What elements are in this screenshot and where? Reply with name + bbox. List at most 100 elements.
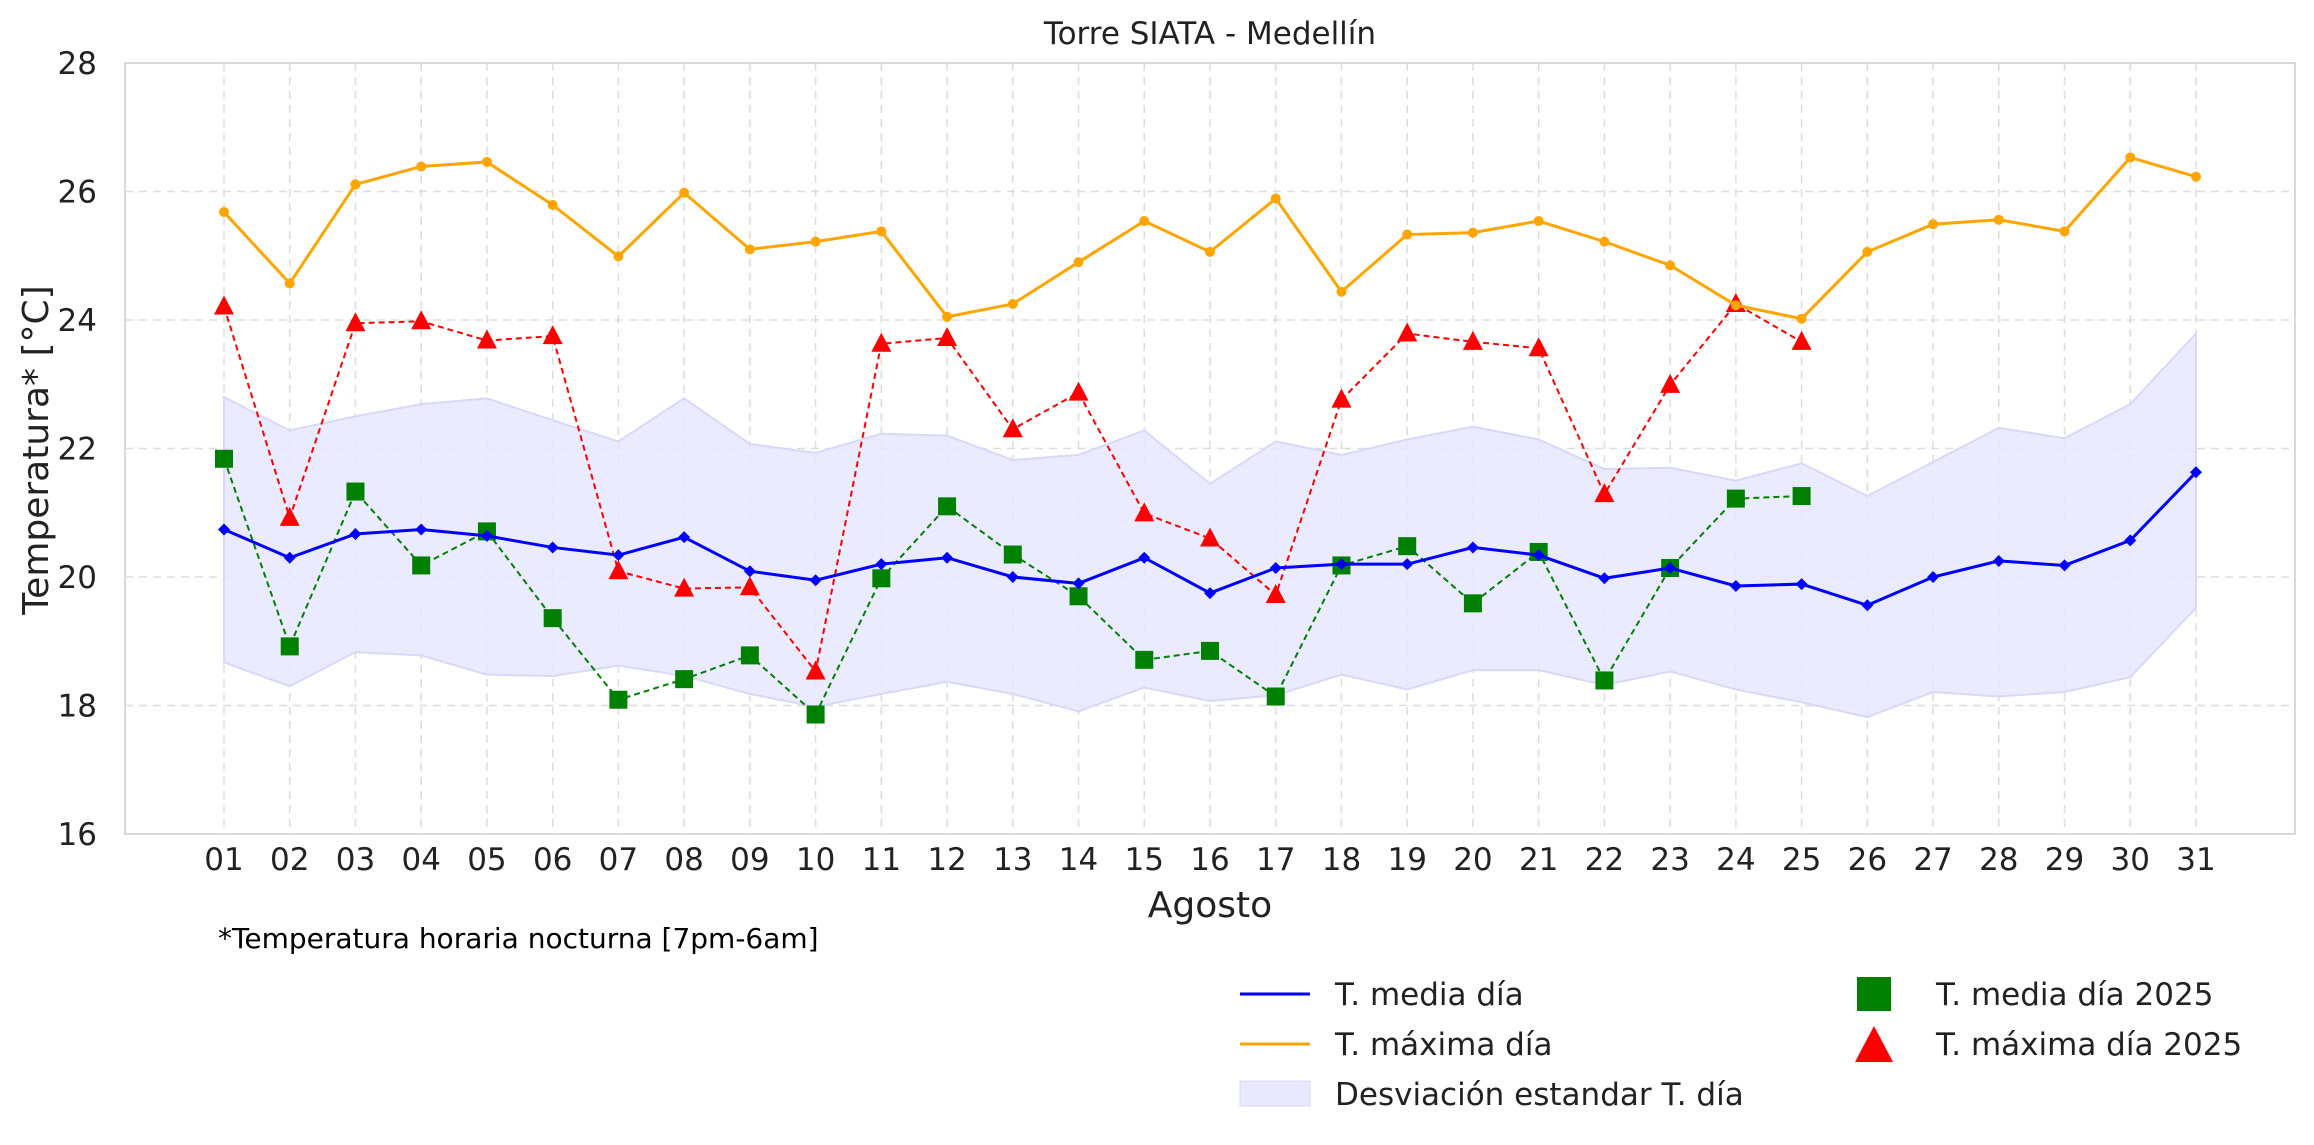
data-point-square — [346, 482, 365, 501]
x-tick-label: 04 — [401, 842, 440, 878]
data-point-dot — [1467, 227, 1478, 238]
data-point-diamond — [612, 549, 625, 562]
data-point-square — [740, 646, 759, 665]
data-point-square — [806, 705, 825, 724]
x-axis-label: Agosto — [1148, 885, 1272, 926]
data-point-diamond — [2058, 559, 2071, 572]
data-point-diamond — [1466, 541, 1479, 554]
data-point-square — [1135, 650, 1154, 669]
data-point-dot — [350, 179, 361, 190]
series-3 — [214, 292, 1812, 680]
data-point-dot — [1336, 286, 1347, 297]
data-point-triangle — [411, 310, 432, 330]
x-tick-label: 22 — [1585, 842, 1624, 878]
x-tick-label: 08 — [664, 842, 703, 878]
data-point-diamond — [678, 531, 691, 544]
legend-mean-2025-label: T. media día 2025 — [1935, 977, 2213, 1013]
data-point-dot — [2059, 226, 2070, 237]
data-point-diamond — [415, 523, 428, 536]
data-point-diamond — [1204, 587, 1216, 600]
data-point-dot — [416, 161, 427, 172]
x-tick-label: 30 — [2111, 842, 2150, 878]
legend: T. media día T. máxima día Desviación es… — [1239, 977, 2242, 1113]
data-point-dot — [876, 226, 887, 237]
data-point-triangle — [1200, 527, 1220, 547]
x-tick-label: 28 — [1979, 842, 2018, 878]
data-point-diamond — [1795, 578, 1808, 591]
data-point-dot — [613, 251, 624, 262]
legend-mean-2025-marker — [1857, 977, 1891, 1011]
data-point-dot — [810, 236, 821, 247]
x-tick-label: 12 — [927, 842, 966, 878]
legend-mean-label: T. media día — [1334, 977, 1524, 1013]
data-point-triangle — [608, 560, 629, 580]
data-point-diamond — [1598, 572, 1611, 585]
y-tick-label: 26 — [58, 175, 97, 211]
data-point-dot — [1533, 216, 1544, 227]
data-point-triangle — [1134, 502, 1155, 522]
x-tick-label: 27 — [1913, 842, 1952, 878]
data-point-square — [938, 497, 957, 516]
x-tick-label: 06 — [533, 842, 572, 878]
x-tick-label: 05 — [467, 842, 506, 878]
x-tick-label: 29 — [2045, 842, 2084, 878]
x-tick-label: 24 — [1716, 842, 1755, 878]
data-point-triangle — [674, 577, 695, 597]
data-point-diamond — [941, 551, 954, 564]
data-point-diamond — [743, 565, 756, 578]
data-point-diamond — [1138, 551, 1151, 564]
x-tick-label: 01 — [204, 842, 243, 878]
x-tick-label: 15 — [1125, 842, 1164, 878]
data-point-square — [280, 637, 299, 656]
data-point-dot — [2191, 171, 2201, 182]
data-point-square — [412, 556, 431, 575]
legend-band-patch — [1239, 1080, 1311, 1107]
y-ticks: 16 18 20 22 24 26 28 — [58, 46, 97, 853]
footnote: *Temperatura horaria nocturna [7pm-6am] — [218, 922, 819, 955]
data-point-dot — [1205, 246, 1215, 257]
data-point-square — [1266, 687, 1285, 706]
data-point-dot — [1862, 246, 1873, 257]
data-point-square — [1726, 489, 1745, 508]
data-point-triangle — [279, 506, 300, 526]
x-tick-label: 10 — [796, 842, 835, 878]
data-point-dot — [1139, 216, 1150, 227]
data-point-dot — [547, 199, 558, 210]
x-tick-label: 21 — [1519, 842, 1558, 878]
data-point-square — [872, 569, 891, 588]
data-point-square — [215, 449, 233, 468]
x-tick-label: 17 — [1256, 842, 1295, 878]
legend-max-label: T. máxima día — [1334, 1027, 1552, 1063]
data-point-diamond — [480, 529, 493, 542]
data-point-diamond — [283, 551, 296, 564]
legend-band-label: Desviación estandar T. día — [1335, 1077, 1744, 1113]
data-point-dot — [942, 311, 953, 322]
data-point-dot — [481, 156, 492, 167]
data-point-dot — [1007, 298, 1018, 309]
data-point-triangle — [476, 329, 497, 349]
data-point-diamond — [1927, 571, 1940, 583]
y-axis-label: Temperatura* [°C] — [16, 285, 57, 615]
legend-max-2025-label: T. máxima día 2025 — [1935, 1027, 2242, 1063]
data-point-square — [675, 670, 694, 689]
chart-title: Torre SIATA - Medellín — [1043, 16, 1376, 52]
data-point-diamond — [875, 558, 888, 571]
x-tick-label: 11 — [862, 842, 901, 878]
data-point-dot — [1665, 260, 1676, 271]
data-point-dot — [219, 207, 229, 218]
y-tick-label: 16 — [58, 817, 97, 853]
data-point-diamond — [1335, 558, 1348, 571]
data-point-diamond — [1006, 571, 1019, 583]
x-tick-label: 14 — [1059, 842, 1098, 878]
data-point-diamond — [349, 527, 362, 540]
x-tick-label: 13 — [993, 842, 1032, 878]
data-point-dot — [1928, 219, 1939, 230]
data-point-square — [1463, 594, 1482, 613]
data-point-triangle — [1068, 381, 1089, 401]
data-point-diamond — [2124, 534, 2137, 547]
y-tick-label: 24 — [58, 303, 97, 339]
data-point-triangle — [937, 326, 958, 346]
data-point-square — [543, 609, 562, 628]
data-point-dot — [1993, 214, 2004, 225]
